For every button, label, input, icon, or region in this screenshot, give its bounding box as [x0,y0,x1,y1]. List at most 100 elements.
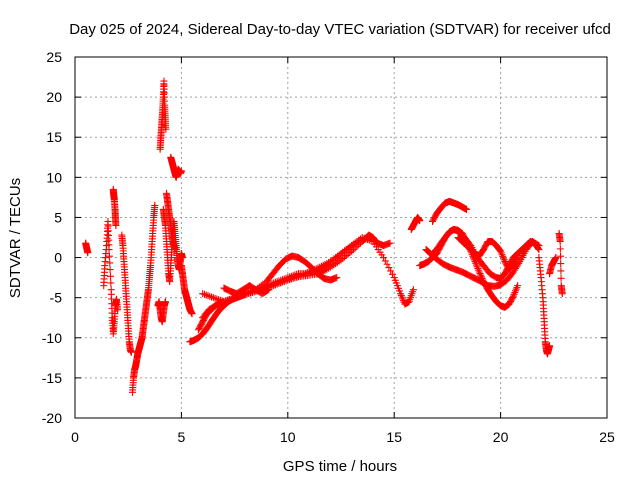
data-point [270,279,278,287]
y-tick-labels: 25 20 15 10 5 0 -5 -10 -15 -20 [42,49,62,426]
data-point [557,267,565,275]
data-point [216,296,224,304]
data-point [341,253,349,261]
data-point [112,221,120,229]
data-point [326,260,334,268]
data-point [511,287,519,295]
data-point [478,274,486,282]
data-point [202,291,210,299]
data-point [534,241,542,249]
data-point [351,240,359,248]
data-point [546,342,554,350]
data-points [82,77,566,396]
data-point [211,294,219,302]
data-point [344,250,352,258]
data-point [387,267,395,275]
x-tick-label: 25 [599,429,615,445]
data-point [346,243,354,251]
data-point [293,270,301,278]
data-point [558,290,566,298]
data-point [509,293,517,301]
data-point [209,294,217,302]
data-point [557,252,565,260]
series-s06 [138,201,159,342]
data-point [388,270,396,278]
data-point [557,274,565,282]
data-point [161,298,169,306]
data-point [473,263,481,271]
series-s14 [194,231,394,334]
data-point [556,238,564,246]
series-s17 [220,282,273,298]
data-point [229,294,237,302]
data-point [271,278,279,286]
data-point [344,244,352,252]
data-point [305,270,313,278]
series-s24 [535,254,554,358]
data-point [475,268,483,276]
data-point [204,292,212,300]
data-point [514,252,522,260]
data-point [282,274,290,282]
data-point [470,254,478,262]
data-point [127,348,135,356]
data-point [514,282,522,290]
data-point [398,293,406,301]
data-point [114,306,122,314]
data-point [512,285,520,293]
data-point [200,290,208,298]
series-s04 [118,231,135,356]
data-point [224,296,232,304]
data-point [498,251,506,259]
series-s20 [422,238,543,290]
series-s03 [109,185,120,229]
data-point [213,295,221,303]
data-point [245,288,253,296]
data-point [289,272,297,280]
data-point [277,276,285,284]
data-point [383,260,391,268]
data-point [222,297,230,305]
data-point [330,256,338,264]
data-point [335,251,343,259]
y-tick-label: 20 [46,89,62,105]
y-tick-label: -15 [42,370,62,386]
data-point [264,286,272,294]
data-point [284,274,292,282]
data-point [317,265,325,273]
data-point [353,239,361,247]
data-point [278,276,286,284]
data-point [500,256,508,264]
series-s10 [167,153,185,181]
data-point [399,295,407,303]
data-point [348,242,356,250]
x-tick-label: 20 [493,429,509,445]
data-point [499,254,507,262]
data-point [477,273,485,281]
x-axis-label: GPS time / hours [283,458,397,475]
data-point [215,296,223,304]
data-point [335,257,343,265]
x-tick-label: 10 [280,429,296,445]
data-point [497,247,505,255]
x-tick-labels: 0 5 10 15 20 25 [71,429,615,445]
data-point [397,290,405,298]
data-point [499,252,507,260]
data-point [259,280,267,288]
plot-frame [74,56,608,419]
data-point [225,296,233,304]
data-point [265,286,273,294]
series-s11 [163,189,179,254]
data-point [463,205,471,213]
data-point [474,265,482,273]
series-s23 [454,234,522,274]
data-point [513,283,521,291]
data-point [287,272,295,280]
data-point [106,266,114,274]
data-point [188,310,196,318]
y-tick-label: -20 [42,410,62,426]
y-tick-label: -5 [50,290,63,306]
data-point [325,261,333,269]
y-tick-label: 5 [54,209,62,225]
